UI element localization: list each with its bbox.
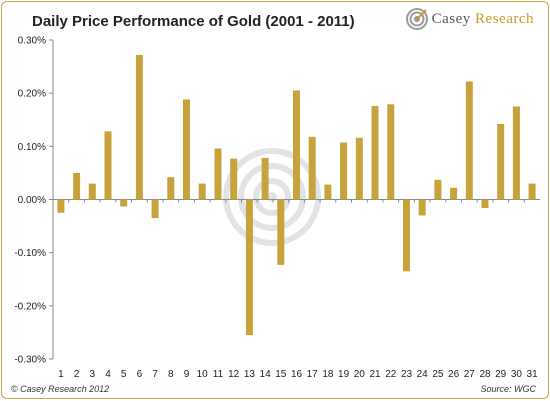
- x-tick-label: 30: [511, 369, 523, 380]
- x-tick-label: 31: [527, 369, 539, 380]
- x-tick-label: 23: [401, 369, 413, 380]
- x-tick-label: 9: [184, 369, 190, 380]
- chart-title: Daily Price Performance of Gold (2001 - …: [32, 13, 355, 30]
- y-tick-label: 0.10%: [18, 142, 46, 153]
- bar-day-21: [371, 105, 379, 200]
- x-tick-label: 22: [385, 369, 397, 380]
- x-tick-label: 13: [244, 369, 256, 380]
- x-tick-label: 25: [432, 369, 444, 380]
- bar-day-9: [183, 99, 190, 200]
- y-tick-label: 0.20%: [18, 89, 46, 100]
- x-tick-label: 12: [228, 369, 240, 380]
- x-tick-label: 10: [197, 369, 209, 380]
- target-icon: [405, 8, 428, 30]
- x-tick-label: 26: [448, 369, 460, 380]
- bar-day-13: [245, 199, 253, 336]
- bar-day-12: [230, 158, 238, 200]
- x-tick-label: 17: [307, 369, 319, 380]
- y-tick-label: 0.00%: [18, 195, 46, 206]
- bar-day-7: [151, 199, 159, 219]
- bar-day-29: [497, 124, 505, 200]
- x-tick-label: 11: [213, 369, 224, 380]
- x-tick-label: 3: [90, 369, 96, 380]
- x-tick-label: 15: [275, 369, 287, 380]
- copyright-note: © Casey Research 2012: [11, 384, 110, 394]
- x-tick-label: 28: [479, 369, 491, 380]
- bar-day-2: [73, 172, 81, 200]
- bar-day-20: [355, 137, 363, 200]
- x-tick-label: 5: [121, 369, 127, 380]
- bar-day-11: [214, 148, 222, 200]
- source-note: Source: WGC: [480, 384, 536, 394]
- bar-day-8: [167, 177, 175, 200]
- x-tick-label: 29: [495, 369, 507, 380]
- bar-day-16: [293, 90, 300, 200]
- x-tick-label: 8: [168, 369, 174, 380]
- bar-day-28: [481, 199, 489, 208]
- logo-text: Casey Research: [431, 10, 534, 27]
- y-tick-label: -0.20%: [14, 301, 46, 312]
- y-tick-label: -0.10%: [14, 248, 46, 259]
- x-tick-label: 6: [137, 369, 143, 380]
- bar-day-15: [277, 199, 285, 265]
- bar-day-5: [120, 199, 128, 207]
- bar-day-31: [528, 183, 536, 200]
- watermark-target-icon: [223, 148, 321, 246]
- bar-day-4: [104, 131, 112, 200]
- x-tick-label: 21: [369, 369, 381, 380]
- bar-day-30: [512, 106, 520, 200]
- x-tick-label: 4: [105, 369, 111, 380]
- bar-day-14: [261, 158, 269, 200]
- bar-day-27: [465, 81, 473, 200]
- x-tick-label: 20: [354, 369, 366, 380]
- x-tick-label: 2: [74, 369, 80, 380]
- x-tick-label: 19: [338, 369, 350, 380]
- x-tick-label: 1: [58, 369, 64, 380]
- bar-day-18: [324, 184, 332, 200]
- bar-day-6: [135, 54, 143, 200]
- x-tick-label: 16: [291, 369, 303, 380]
- bar-day-26: [450, 187, 458, 200]
- bar-day-3: [88, 183, 96, 200]
- casey-research-logo: Casey Research: [405, 8, 534, 30]
- bar-day-23: [403, 199, 410, 272]
- y-tick-label: -0.30%: [14, 355, 46, 366]
- bar-day-1: [57, 199, 65, 213]
- x-tick-label: 14: [260, 369, 272, 380]
- bar-day-17: [308, 136, 316, 200]
- x-tick-label: 27: [464, 369, 476, 380]
- x-tick-label: 7: [152, 369, 158, 380]
- bar-day-25: [434, 179, 442, 200]
- y-tick-label: 0.30%: [18, 36, 46, 47]
- bar-day-10: [198, 183, 206, 200]
- bar-day-19: [340, 142, 348, 200]
- x-tick-label: 18: [322, 369, 334, 380]
- x-tick-label: 24: [417, 369, 429, 380]
- bar-day-24: [418, 199, 426, 216]
- bar-day-22: [387, 104, 395, 200]
